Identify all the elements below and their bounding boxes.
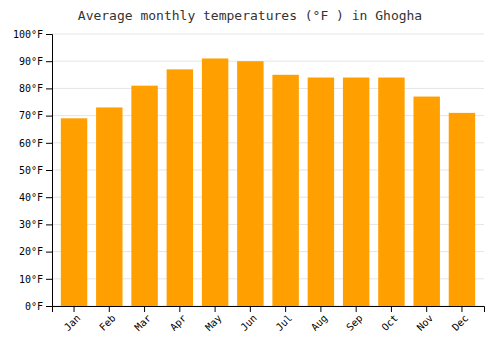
bars bbox=[61, 58, 475, 306]
bar bbox=[61, 118, 87, 306]
x-tick: Jan bbox=[62, 306, 83, 333]
x-tick: Jul bbox=[274, 306, 295, 333]
bar bbox=[237, 61, 263, 306]
x-tick: Jun bbox=[238, 306, 259, 333]
bar bbox=[96, 107, 122, 306]
x-tick: Aug bbox=[309, 306, 330, 333]
x-tick-label: Feb bbox=[97, 312, 118, 333]
x-tick: Mar bbox=[133, 306, 154, 333]
x-tick-mark bbox=[215, 306, 216, 312]
y-tick: 40°F bbox=[19, 192, 52, 203]
x-tick-label: Oct bbox=[379, 312, 400, 333]
x-tick-mark bbox=[461, 306, 462, 312]
y-tick: 20°F bbox=[19, 246, 52, 257]
y-tick-label: 70°F bbox=[19, 110, 43, 121]
y-tick-mark bbox=[46, 116, 52, 117]
bar bbox=[413, 97, 439, 306]
y-tick-mark bbox=[46, 279, 52, 280]
y-tick-label: 40°F bbox=[19, 192, 43, 203]
y-tick: 80°F bbox=[19, 83, 52, 94]
x-tick: Feb bbox=[97, 306, 118, 333]
x-tick-label: Apr bbox=[168, 312, 189, 333]
bar bbox=[308, 78, 334, 306]
y-tick-label: 100°F bbox=[13, 29, 43, 40]
y-tick-mark bbox=[46, 306, 52, 307]
y-tick-label: 80°F bbox=[19, 83, 43, 94]
x-tick-mark bbox=[426, 306, 427, 312]
x-tick: Apr bbox=[168, 306, 189, 333]
x-tick-label: Jul bbox=[274, 312, 295, 333]
y-tick-mark bbox=[46, 88, 52, 89]
x-tick-label: Dec bbox=[450, 312, 471, 333]
chart: 0°F 10°F 20°F 30°F 40°F 50°F 60°F 70°F 80°F 90°F 1… bbox=[0, 0, 500, 350]
x-tick: Dec bbox=[450, 306, 471, 333]
title: Average monthly temperatures (°F ) in Gh… bbox=[78, 8, 422, 23]
bar bbox=[202, 58, 228, 306]
x-tick-label: Jun bbox=[238, 312, 259, 333]
x-tick-mark bbox=[144, 306, 145, 312]
y-tick: 0°F bbox=[25, 301, 52, 312]
x-tick-mark bbox=[179, 306, 180, 312]
grid-line bbox=[52, 34, 484, 35]
x-tick-mark bbox=[74, 306, 75, 312]
grid-line bbox=[52, 88, 484, 89]
y-tick-mark bbox=[46, 34, 52, 35]
bar bbox=[167, 69, 193, 306]
y-tick-label: 60°F bbox=[19, 138, 43, 149]
x-axis: Jan Feb Mar Apr May Jun Jul Aug Sep Oct Nov Dec bbox=[53, 306, 485, 333]
y-tick-mark bbox=[46, 61, 52, 62]
y-tick-mark bbox=[46, 252, 52, 253]
y-tick: 50°F bbox=[19, 165, 52, 176]
x-tick: Sep bbox=[344, 306, 365, 333]
bar bbox=[131, 86, 157, 306]
y-axis: 0°F 10°F 20°F 30°F 40°F 50°F 60°F 70°F 80°F 90°F 1… bbox=[13, 29, 53, 312]
y-tick: 30°F bbox=[19, 219, 52, 230]
y-tick-label: 0°F bbox=[25, 301, 43, 312]
y-tick-mark bbox=[46, 197, 52, 198]
x-axis-line bbox=[53, 307, 485, 313]
y-tick-mark bbox=[46, 143, 52, 144]
x-tick-mark bbox=[285, 306, 286, 312]
x-tick-label: Jan bbox=[62, 312, 83, 333]
y-tick-label: 30°F bbox=[19, 219, 43, 230]
bar bbox=[343, 78, 369, 306]
y-axis-line bbox=[46, 35, 53, 307]
bar bbox=[272, 75, 298, 306]
plot: 0°F 10°F 20°F 30°F 40°F 50°F 60°F 70°F 80°F 90°F 1… bbox=[13, 29, 485, 333]
x-tick-label: Aug bbox=[309, 312, 330, 333]
y-tick: 10°F bbox=[19, 274, 52, 285]
y-tick: 60°F bbox=[19, 138, 52, 149]
y-tick-label: 10°F bbox=[19, 274, 43, 285]
x-tick-mark bbox=[391, 306, 392, 312]
y-tick: 100°F bbox=[13, 29, 52, 40]
x-tick-mark bbox=[109, 306, 110, 312]
y-tick: 70°F bbox=[19, 110, 52, 121]
y-tick-label: 20°F bbox=[19, 246, 43, 257]
y-tick: 90°F bbox=[19, 56, 52, 67]
x-tick-label: Nov bbox=[415, 312, 436, 333]
bar bbox=[449, 113, 475, 306]
y-tick-label: 50°F bbox=[19, 165, 43, 176]
grid-line bbox=[52, 61, 484, 62]
x-tick: Nov bbox=[415, 306, 436, 333]
x-tick-label: Sep bbox=[344, 312, 365, 333]
y-tick-mark bbox=[46, 224, 52, 225]
x-tick-label: May bbox=[203, 312, 224, 333]
x-tick: Oct bbox=[379, 306, 400, 333]
bar bbox=[378, 78, 404, 306]
x-tick-label: Mar bbox=[133, 312, 154, 333]
x-tick: May bbox=[203, 306, 224, 333]
y-tick-mark bbox=[46, 170, 52, 171]
x-tick-mark bbox=[320, 306, 321, 312]
y-tick-label: 90°F bbox=[19, 56, 43, 67]
x-tick-mark bbox=[356, 306, 357, 312]
grid bbox=[52, 34, 484, 306]
x-tick-mark bbox=[250, 306, 251, 312]
